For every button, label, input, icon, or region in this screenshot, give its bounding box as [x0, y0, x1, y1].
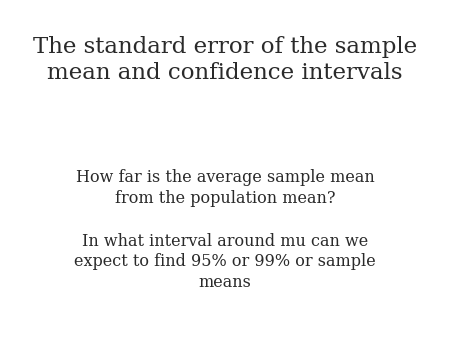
Text: The standard error of the sample
mean and confidence intervals: The standard error of the sample mean an…	[33, 35, 417, 84]
Text: In what interval around mu can we
expect to find 95% or 99% or sample
means: In what interval around mu can we expect…	[74, 233, 376, 291]
Text: How far is the average sample mean
from the population mean?: How far is the average sample mean from …	[76, 169, 374, 207]
